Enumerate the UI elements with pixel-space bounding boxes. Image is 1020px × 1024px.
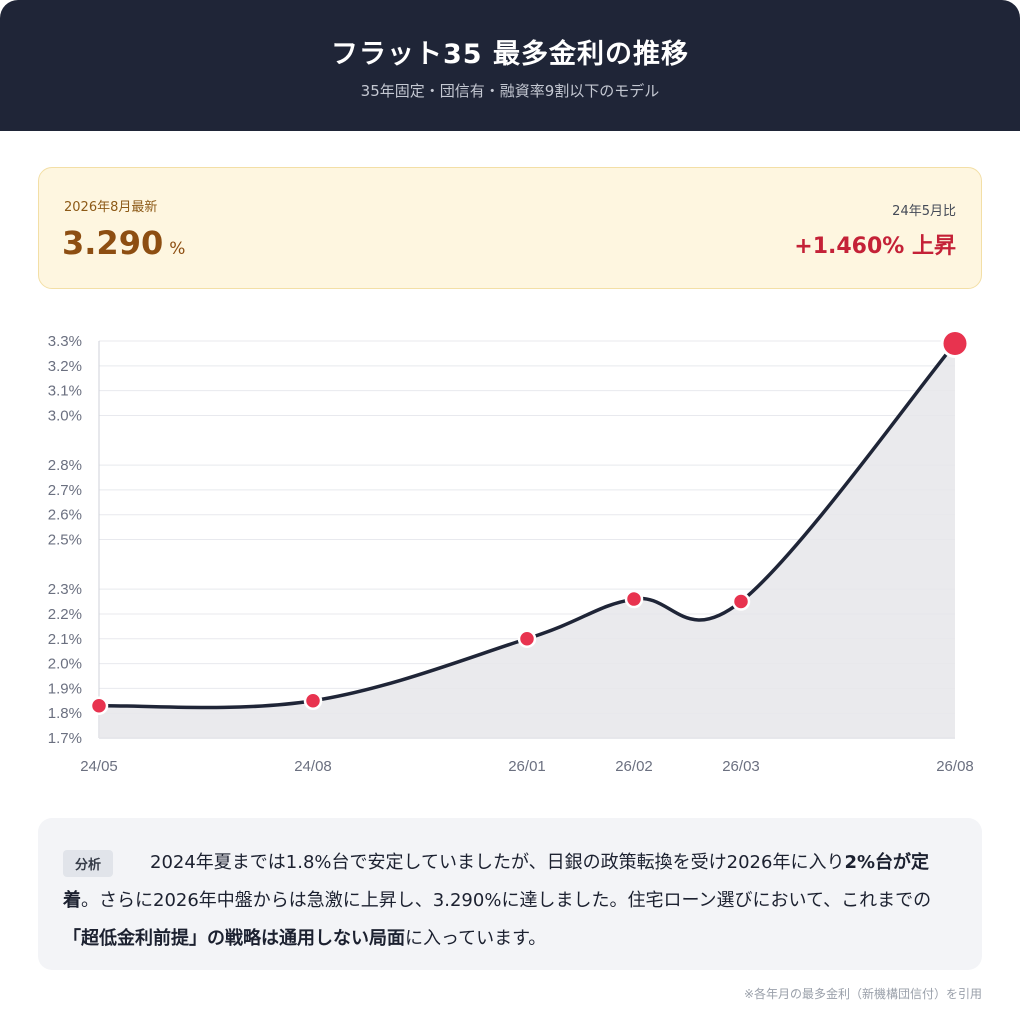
- analysis-tag: 分析: [63, 850, 114, 877]
- rate-chart: 1.7% 1.8% 1.9% 2.0% 2.1% 2.2% 2.3% 2.5% 2.6% 2.7%…: [48, 328, 974, 775]
- latest-label: 2026年8月最新: [64, 200, 158, 215]
- x-tick-label: 26/01: [508, 758, 546, 775]
- y-tick-layer: 1.7% 1.8% 1.9% 2.0% 2.1% 2.2% 2.3% 2.5% 2.6% 2.7%…: [48, 333, 82, 747]
- y-tick-label: 2.8%: [48, 457, 82, 474]
- data-point: [624, 589, 644, 609]
- analysis-text-1: 2024年夏までは1.8%台で安定していましたが、日銀の政策転換を受け2026年…: [150, 852, 845, 873]
- x-tick-label: 26/08: [936, 758, 974, 775]
- analysis-text-2: 。さらに2026年中盤からは急激に上昇し、3.290%に達しました。住宅ローン選…: [81, 890, 932, 911]
- x-tick-label: 24/08: [294, 758, 332, 775]
- data-point: [731, 592, 751, 611]
- data-point: [303, 691, 323, 711]
- series-line: [97, 341, 957, 710]
- page-subtitle: 35年固定・団信有・融資率9割以下のモデル: [360, 82, 660, 100]
- analysis-text-bold-1: 2%台が定着: [63, 852, 930, 911]
- x-tick-label: 26/03: [722, 758, 760, 775]
- y-tick-label: 2.5%: [48, 532, 82, 549]
- latest-value-number: 3.290: [62, 224, 164, 262]
- analysis-text-bold-2: 「超低金利前提」の戦略は通用しない局面: [63, 928, 405, 949]
- analysis-text: 2024年夏までは1.8%台で安定していましたが、日銀の政策転換を受け2026年…: [63, 844, 963, 958]
- data-point: [940, 328, 970, 358]
- point-layer: [89, 328, 970, 715]
- latest-value-unit: %: [169, 239, 186, 259]
- y-tick-label: 2.1%: [48, 631, 82, 648]
- analysis-box: 分析 2024年夏までは1.8%台で安定していましたが、日銀の政策転換を受け20…: [38, 818, 982, 970]
- x-tick-label: 24/05: [80, 758, 118, 775]
- summary-card: 2026年8月最新 3.290% 24年5月比 +1.460% 上昇: [38, 167, 982, 289]
- line-layer: [97, 341, 957, 710]
- y-tick-label: 2.6%: [48, 507, 82, 524]
- y-tick-label: 2.2%: [48, 606, 82, 623]
- x-tick-layer: 24/05 24/08 26/01 26/02 26/03 26/08: [80, 758, 974, 775]
- compare-value: +1.460% 上昇: [794, 234, 956, 259]
- data-point: [89, 696, 109, 715]
- y-tick-label: 2.7%: [48, 482, 82, 499]
- y-tick-label: 1.8%: [48, 705, 82, 722]
- y-tick-label: 3.1%: [48, 383, 82, 400]
- area-layer: [99, 343, 955, 738]
- page-title: フラット35 最多金利の推移: [331, 39, 689, 70]
- header: フラット35 最多金利の推移 35年固定・団信有・融資率9割以下のモデル: [0, 0, 1020, 131]
- data-point: [517, 629, 537, 648]
- series-area: [99, 343, 955, 738]
- y-tick-label: 2.3%: [48, 581, 82, 598]
- y-tick-label: 3.2%: [48, 358, 82, 375]
- x-tick-label: 26/02: [615, 758, 653, 775]
- latest-value: 3.290%: [62, 224, 185, 262]
- y-tick-label: 3.0%: [48, 407, 82, 424]
- y-tick-label: 1.9%: [48, 680, 82, 697]
- y-tick-label: 1.7%: [48, 730, 82, 747]
- compare-label: 24年5月比: [892, 204, 956, 219]
- y-tick-label: 3.3%: [48, 333, 82, 350]
- y-tick-label: 2.0%: [48, 656, 82, 673]
- footnote: ※各年月の最多金利（新機構団信付）を引用: [743, 987, 982, 1001]
- analysis-text-3: に入っています。: [405, 928, 547, 949]
